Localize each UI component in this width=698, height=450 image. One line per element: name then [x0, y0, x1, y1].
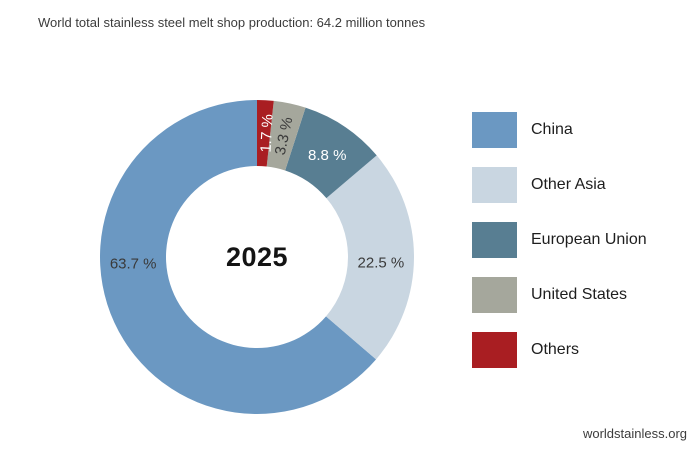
- legend-label-china: China: [531, 121, 573, 138]
- pie-slice-others: [257, 99, 274, 167]
- legend-item-china: China: [472, 112, 647, 148]
- donut-center-year: 2025: [225, 242, 289, 272]
- chart-title: World total stainless steel melt shop pr…: [38, 15, 426, 30]
- legend-label-other-asia: Other Asia: [531, 176, 606, 193]
- pie-slice-china: [99, 100, 377, 415]
- legend-swatch-others: [472, 332, 517, 368]
- pie-slice-european-union: [285, 107, 377, 199]
- legend-swatch-china: [472, 112, 517, 148]
- legend-swatch-other-asia: [472, 167, 517, 203]
- slice-label-others: 1.7 %: [258, 114, 277, 153]
- slice-label-other-asia: 22.5 %: [358, 255, 405, 272]
- legend: China Other Asia European Union United Stat…: [472, 112, 647, 368]
- legend-item-european-union: European Union: [472, 222, 647, 258]
- slice-label-china: 63.7 %: [110, 256, 157, 273]
- legend-label-united-states: United States: [531, 286, 628, 303]
- legend-swatch-european-union: [472, 222, 517, 258]
- donut-chart: 63.7 % 22.5 %8.8 %3.3 %1.7 %: [99, 99, 414, 415]
- pie-slice-united-states: [266, 100, 306, 171]
- legend-label-others: Others: [531, 341, 580, 358]
- legend-label-european-union: European Union: [531, 231, 647, 248]
- pie-slice-other-asia: [326, 155, 414, 360]
- legend-item-united-states: United States: [472, 277, 647, 313]
- legend-item-other-asia: Other Asia: [472, 167, 647, 203]
- legend-swatch-united-states: [472, 277, 517, 313]
- legend-item-others: Others: [472, 332, 647, 368]
- site-credit: worldstainless.org: [582, 426, 687, 441]
- slice-label-european-union: 8.8 %: [308, 147, 346, 164]
